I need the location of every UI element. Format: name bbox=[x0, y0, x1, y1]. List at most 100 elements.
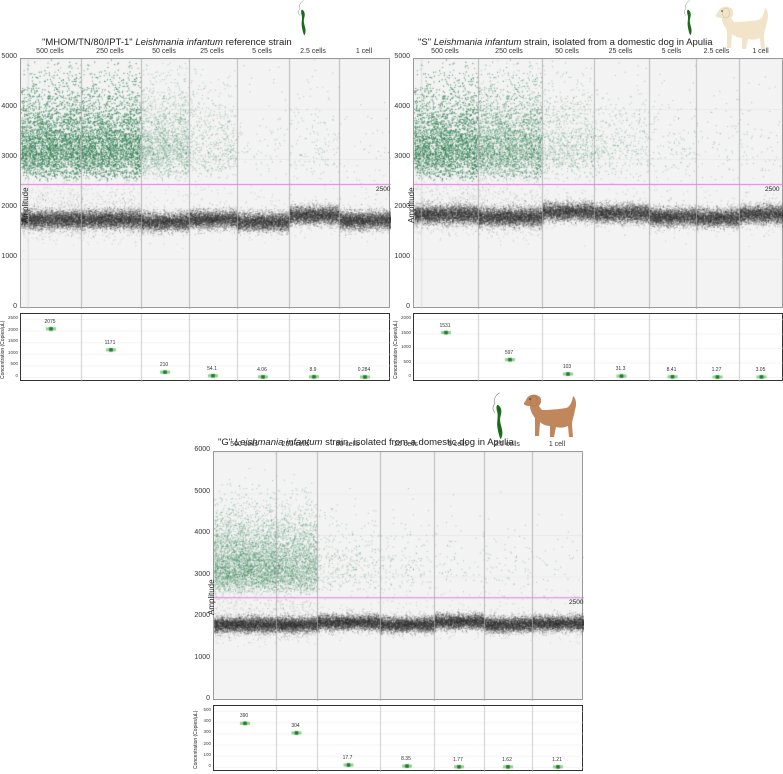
conc-y-tick-label: 0 bbox=[208, 763, 211, 768]
column-label: 500 cells bbox=[431, 48, 459, 55]
y-tick-label: 5000 bbox=[1, 53, 17, 60]
concentration-value-label: 1.21 bbox=[552, 756, 562, 763]
chart-title: "MHOM/TN/80/IPT-1" Leishmania infantum r… bbox=[42, 37, 292, 48]
conc-y-tick-label: 100 bbox=[203, 751, 211, 757]
chart-title: "S" Leishmania infantum strain, isolated… bbox=[418, 37, 713, 48]
threshold-label: 2500 bbox=[765, 186, 780, 193]
column-label: 1 cell bbox=[752, 48, 769, 55]
y-tick-label: 1000 bbox=[1, 253, 17, 260]
title-suffix: reference strain bbox=[222, 37, 292, 48]
y-tick-label: 1000 bbox=[394, 253, 410, 260]
concentration-markers bbox=[214, 706, 584, 772]
column-label: 50 cells bbox=[335, 441, 360, 448]
amplitude-plot bbox=[20, 58, 391, 309]
concentration-markers bbox=[414, 314, 783, 382]
column-label: 1 cell bbox=[355, 48, 373, 55]
concentration-value-label: 3.05 bbox=[755, 366, 766, 373]
y-axis-label: Amplitude bbox=[207, 579, 216, 616]
concentration-value-label: 0.284 bbox=[357, 366, 371, 373]
concentration-value-label: 4.06 bbox=[257, 366, 267, 373]
conc-y-tick-label: 1500 bbox=[7, 338, 18, 344]
title-species: Leishmania infantum bbox=[234, 437, 323, 448]
concentration-value-label: 390 bbox=[239, 713, 249, 720]
concentration-value-label: 304 bbox=[291, 722, 300, 729]
concentration-value-label: 17.7 bbox=[342, 755, 353, 762]
concentration-value-label: 1.27 bbox=[711, 366, 722, 373]
concentration-plot bbox=[213, 705, 584, 772]
concentration-value-label: 1.77 bbox=[453, 756, 463, 763]
y-tick-label: 2000 bbox=[194, 612, 210, 619]
conc-y-tick-label: 1000 bbox=[7, 349, 18, 355]
concentration-markers bbox=[21, 314, 391, 382]
y-tick-label: 2000 bbox=[394, 203, 410, 210]
y-tick-label: 1000 bbox=[194, 653, 210, 661]
column-label: 250 cells bbox=[495, 48, 523, 55]
title-suffix: strain, isolated from a domestic dog in … bbox=[322, 437, 514, 448]
y-tick-label: 3000 bbox=[194, 570, 210, 578]
y-tick-label: 5000 bbox=[194, 487, 210, 495]
column-label: 500 cells bbox=[36, 48, 64, 55]
title-suffix: strain, isolated from a domestic dog in … bbox=[521, 37, 713, 48]
column-label: 5 cells bbox=[661, 48, 682, 55]
concentration-value-label: 1531 bbox=[439, 322, 451, 329]
threshold-label: 2500 bbox=[569, 599, 584, 607]
y-axis-label: Amplitude bbox=[407, 187, 416, 223]
column-label: 25 cells bbox=[608, 48, 633, 55]
conc-y-tick-label: 500 bbox=[203, 707, 211, 712]
y-tick-label: 4000 bbox=[394, 103, 410, 110]
y-tick-label: 3000 bbox=[394, 153, 410, 160]
conc-y-tick-label: 2500 bbox=[7, 315, 18, 320]
droplet-scatter bbox=[21, 59, 391, 309]
title-prefix: "MHOM/TN/80/IPT-1" bbox=[42, 37, 136, 48]
conc-y-axis-label: Concentration (Copies/µL) bbox=[393, 320, 399, 379]
concentration-value-label: 8.41 bbox=[666, 366, 677, 373]
column-label: 1 cell bbox=[548, 441, 566, 448]
parasite-icon bbox=[678, 0, 700, 41]
brown-dog-icon bbox=[520, 390, 580, 445]
conc-y-axis-label: Concentration (Copies/µL) bbox=[193, 710, 199, 769]
y-tick-label: 3000 bbox=[1, 153, 17, 160]
title-species: Leishmania infantum bbox=[135, 37, 223, 48]
y-tick-label: 6000 bbox=[194, 446, 210, 453]
conc-y-tick-label: 300 bbox=[203, 729, 211, 735]
concentration-value-label: 597 bbox=[504, 349, 514, 356]
concentration-plot bbox=[413, 313, 783, 382]
column-label: 50 cells bbox=[152, 48, 176, 55]
concentration-value-label: 210 bbox=[159, 362, 169, 369]
concentration-plot bbox=[20, 313, 391, 382]
concentration-value-label: 8.9 bbox=[309, 366, 317, 373]
conc-y-tick-label: 400 bbox=[203, 718, 211, 724]
concentration-value-label: 8.35 bbox=[401, 756, 411, 763]
droplet-scatter bbox=[414, 59, 783, 309]
conc-y-tick-label: 2000 bbox=[7, 326, 18, 332]
amplitude-plot bbox=[413, 58, 783, 309]
concentration-value-label: 54.1 bbox=[207, 365, 217, 372]
y-tick-label: 0 bbox=[406, 303, 410, 310]
y-tick-label: 0 bbox=[206, 695, 210, 702]
concentration-value-label: 1171 bbox=[104, 339, 116, 346]
concentration-value-label: 2075 bbox=[44, 318, 56, 325]
conc-y-tick-label: 200 bbox=[203, 740, 211, 746]
parasite-icon bbox=[292, 0, 314, 41]
column-label: 25 cells bbox=[394, 441, 418, 448]
conc-y-tick-label: 500 bbox=[403, 358, 411, 364]
cream-dog-icon bbox=[712, 2, 772, 57]
column-label: 250 cells bbox=[281, 441, 310, 448]
conc-y-axis-label: Concentration (Copies/µL) bbox=[0, 320, 6, 379]
column-label: 5 cells bbox=[448, 441, 468, 448]
droplet-scatter bbox=[214, 452, 584, 701]
y-tick-label: 4000 bbox=[194, 529, 210, 536]
conc-y-tick-label: 1000 bbox=[400, 344, 411, 349]
parasite-icon bbox=[488, 392, 510, 445]
column-label: 250 cells bbox=[96, 48, 124, 55]
column-label: 2.5 cells bbox=[703, 48, 730, 55]
conc-y-tick-label: 0 bbox=[408, 373, 411, 378]
y-tick-label: 2000 bbox=[1, 203, 17, 210]
column-label: 5 cells bbox=[252, 48, 272, 55]
y-tick-label: 4000 bbox=[1, 103, 17, 110]
concentration-value-label: 1.62 bbox=[502, 756, 512, 763]
column-label: 2.5 cells bbox=[494, 441, 520, 448]
column-label: 500 cells bbox=[230, 441, 258, 448]
title-prefix: "S" bbox=[418, 37, 434, 48]
amplitude-plot bbox=[213, 451, 584, 701]
